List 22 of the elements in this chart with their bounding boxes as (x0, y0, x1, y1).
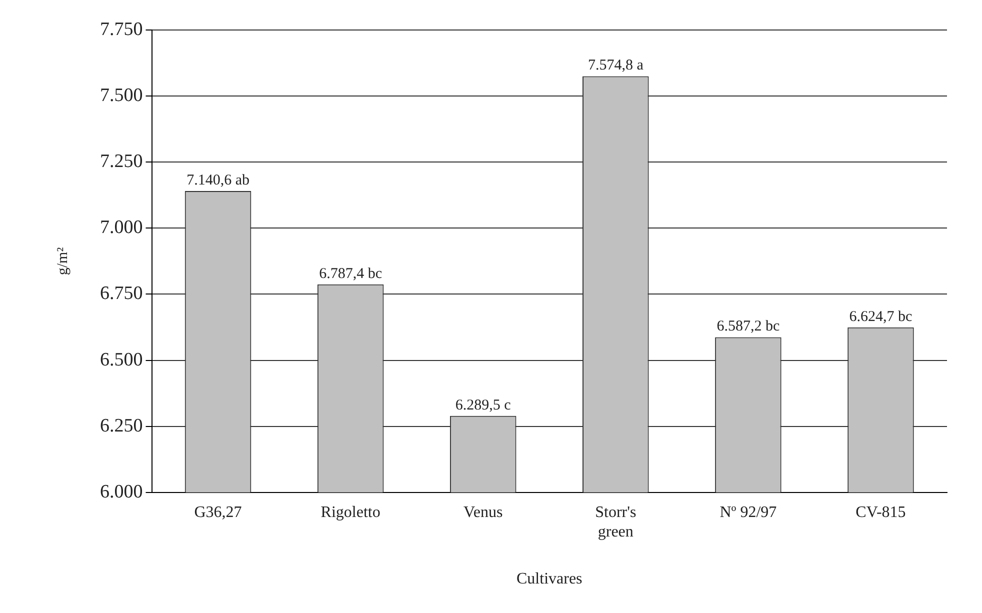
data-label: 6.587,2 bc (716, 318, 780, 335)
y-tick-label: 6.000 (100, 481, 143, 502)
x-tick-label: G36,27 (194, 504, 242, 522)
y-tick-label: 6.750 (100, 283, 143, 304)
data-label: 7.574,8 a (588, 58, 644, 74)
y-tick-label: 7.250 (100, 151, 143, 172)
y-axis-title: g/m² (54, 246, 71, 276)
x-axis-title: Cultivares (516, 570, 582, 588)
data-label: 6.289,5 c (455, 397, 512, 414)
x-tick-label: Rigoletto (320, 504, 380, 522)
data-label: 6.624,7 bc (849, 308, 913, 325)
x-tick-label: Nº 92/97 (720, 504, 777, 522)
y-tick-label: 7.500 (100, 85, 143, 106)
x-tick-label: CV-815 (856, 504, 906, 522)
data-label: 7.140,6 ab (186, 172, 250, 188)
x-tick-label: Storr's green (595, 504, 636, 540)
y-tick-label: 7.750 (100, 18, 143, 40)
x-tick-label: Venus (464, 504, 503, 522)
y-tick-label: 6.500 (100, 349, 143, 370)
y-tick-label: 7.000 (100, 217, 143, 238)
y-tick-label: 6.250 (100, 415, 143, 436)
data-label: 6.787,4 bc (319, 266, 382, 282)
